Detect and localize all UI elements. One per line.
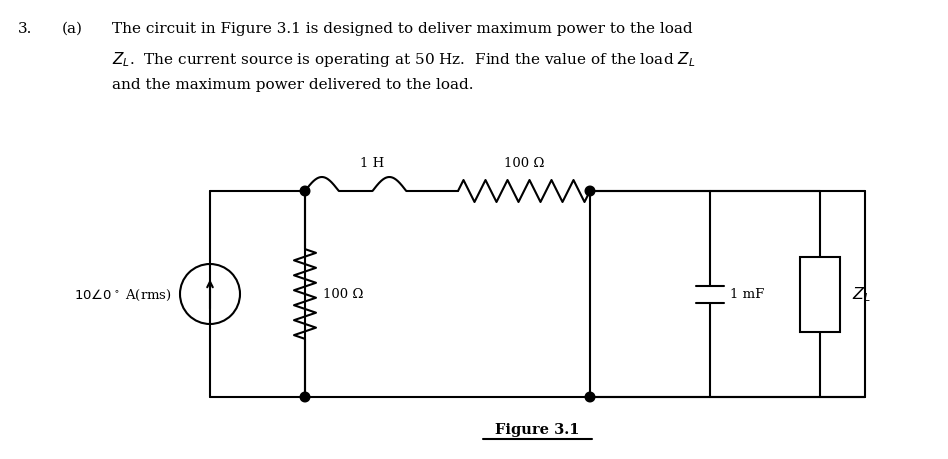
Circle shape xyxy=(585,392,594,402)
Text: and the maximum power delivered to the load.: and the maximum power delivered to the l… xyxy=(112,78,473,92)
Text: $10\angle0^\circ$ A(rms): $10\angle0^\circ$ A(rms) xyxy=(74,287,172,302)
Text: (a): (a) xyxy=(62,22,83,36)
Text: 100 Ω: 100 Ω xyxy=(503,157,544,170)
Text: 1 mF: 1 mF xyxy=(730,288,764,301)
Text: $Z_L$: $Z_L$ xyxy=(852,285,871,304)
Text: 3.: 3. xyxy=(18,22,32,36)
Text: $Z_L$.  The current source is operating at 50 Hz.  Find the value of the load $Z: $Z_L$. The current source is operating a… xyxy=(112,50,696,69)
Bar xyxy=(800,257,840,332)
Circle shape xyxy=(301,187,310,196)
Text: Figure 3.1: Figure 3.1 xyxy=(495,422,580,436)
Text: 1 H: 1 H xyxy=(360,157,385,170)
Text: 100 Ω: 100 Ω xyxy=(323,288,363,301)
Circle shape xyxy=(301,392,310,402)
Circle shape xyxy=(585,187,594,196)
Text: The circuit in Figure 3.1 is designed to deliver maximum power to the load: The circuit in Figure 3.1 is designed to… xyxy=(112,22,693,36)
